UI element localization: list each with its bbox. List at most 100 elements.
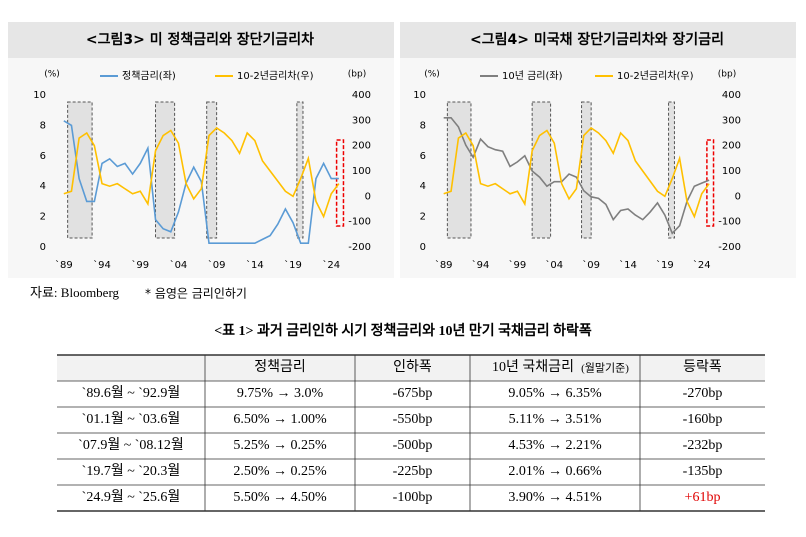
x-tick-label: `09 <box>582 259 600 271</box>
x-tick-label: `24 <box>322 259 340 271</box>
table-cell: -550bp <box>393 412 433 427</box>
table-cell: +61bp <box>685 490 721 505</box>
y2-tick-label: -200 <box>348 242 371 253</box>
y2-tick-label: 0 <box>365 191 371 202</box>
table-cell: 2.01% → 0.66% <box>508 464 602 479</box>
title-band <box>8 22 394 58</box>
y2-tick-label: 100 <box>722 166 741 177</box>
source: 자료: Bloomberg <box>30 285 120 300</box>
x-tick-label: `04 <box>170 259 188 271</box>
y-tick-label: 10 <box>413 90 426 101</box>
legend-label: 10-2년금리차(우) <box>237 70 314 82</box>
table-header-note: (월말기준) <box>581 362 629 375</box>
table-cell: -135bp <box>683 464 723 479</box>
table-cell: -225bp <box>393 464 433 479</box>
y2-tick-label: 400 <box>722 90 741 101</box>
table-cell: 3.90% → 4.51% <box>508 490 602 505</box>
table-cell: 9.05% → 6.35% <box>508 386 602 401</box>
series-line <box>443 117 710 235</box>
series-line <box>63 120 339 244</box>
title-band <box>400 22 796 58</box>
cut-period <box>67 101 93 239</box>
note: * 음영은 금리인하기 <box>145 287 247 301</box>
table-cell: `24.9월 ~ `25.6월 <box>82 489 181 505</box>
y2-tick-label: 300 <box>722 115 741 126</box>
x-tick-label: `89 <box>435 259 453 271</box>
chart-title: <그림3> 미 정책금리와 장단기금리차 <box>86 31 314 48</box>
cut-period <box>581 101 592 239</box>
y-axis-label: (%) <box>44 70 60 80</box>
legend-label: 정책금리(좌) <box>122 70 176 82</box>
x-tick-label: `94 <box>472 259 490 271</box>
legend-label: 10-2년금리차(우) <box>617 70 694 82</box>
x-tick-label: `94 <box>93 259 111 271</box>
current-period <box>706 139 715 227</box>
table-cell: -675bp <box>393 386 433 401</box>
table-header: 10년 국채금리 <box>492 359 574 375</box>
table-cell: -232bp <box>683 438 723 453</box>
table-cell: `01.1월 ~ `03.6월 <box>82 411 181 427</box>
table-header: 정책금리 <box>254 359 306 375</box>
y2-axis-label: (bp) <box>718 70 736 80</box>
cut-period <box>155 101 176 239</box>
x-tick-label: `19 <box>284 259 302 271</box>
y-tick-label: 6 <box>420 151 426 162</box>
y2-tick-label: 100 <box>352 166 371 177</box>
table-cell: 2.50% → 0.25% <box>233 464 327 479</box>
y2-tick-label: 0 <box>735 191 741 202</box>
y-tick-label: 4 <box>420 181 426 192</box>
y-tick-label: 2 <box>420 212 426 223</box>
table-cell: `07.9월 ~ `08.12월 <box>78 437 184 453</box>
table-header: 인하폭 <box>393 359 432 375</box>
x-tick-label: `99 <box>131 259 149 271</box>
cut-period <box>531 101 552 239</box>
table-cell: -270bp <box>683 386 723 401</box>
table-cell: `89.6월 ~ `92.9월 <box>82 385 181 401</box>
x-tick-label: `24 <box>693 259 711 271</box>
x-tick-label: `14 <box>619 259 637 271</box>
table-title: <표 1> 과거 금리인하 시기 정책금리와 10년 만기 국채금리 하락폭 <box>214 322 592 339</box>
y-tick-label: 8 <box>40 120 46 131</box>
table-cell: 6.50% → 1.00% <box>233 412 327 427</box>
x-tick-label: `99 <box>509 259 527 271</box>
table-cell: 9.75% → 3.0% <box>237 386 324 401</box>
x-tick-label: `09 <box>208 259 226 271</box>
x-tick-label: `14 <box>246 259 264 271</box>
table-cell: -500bp <box>393 438 433 453</box>
series-line <box>443 126 710 219</box>
chart-title: <그림4> 미국채 장단기금리차와 장기금리 <box>470 31 724 48</box>
y2-tick-label: -100 <box>718 217 741 228</box>
y-axis-label: (%) <box>424 70 440 80</box>
cut-period <box>668 101 675 239</box>
cut-period <box>446 101 472 239</box>
y-tick-label: 0 <box>40 242 46 253</box>
table-cell: 5.50% → 4.50% <box>233 490 327 505</box>
y-tick-label: 8 <box>420 120 426 131</box>
table-cell: 4.53% → 2.21% <box>508 438 602 453</box>
x-tick-label: `89 <box>55 259 73 271</box>
y2-tick-label: -100 <box>348 217 371 228</box>
table-cell: -100bp <box>393 490 433 505</box>
cut-period <box>206 101 218 239</box>
series-line <box>63 126 340 219</box>
table-cell: `19.7월 ~ `20.3월 <box>82 463 181 479</box>
y2-tick-label: 200 <box>722 141 741 152</box>
y-tick-label: 4 <box>40 181 46 192</box>
table-cell: 5.25% → 0.25% <box>233 438 327 453</box>
y-tick-label: 2 <box>40 212 46 223</box>
table-cell: 5.11% → 3.51% <box>509 412 602 427</box>
y2-tick-label: 200 <box>352 141 371 152</box>
table-header-bg <box>57 355 765 381</box>
y-tick-label: 0 <box>420 242 426 253</box>
x-tick-label: `04 <box>545 259 563 271</box>
y-tick-label: 6 <box>40 151 46 162</box>
table-cell: -160bp <box>683 412 723 427</box>
y2-tick-label: -200 <box>718 242 741 253</box>
y2-axis-label: (bp) <box>348 70 366 80</box>
y2-tick-label: 300 <box>352 115 371 126</box>
current-period <box>335 139 345 227</box>
y-tick-label: 10 <box>33 90 46 101</box>
y2-tick-label: 400 <box>352 90 371 101</box>
cut-period <box>296 101 304 239</box>
